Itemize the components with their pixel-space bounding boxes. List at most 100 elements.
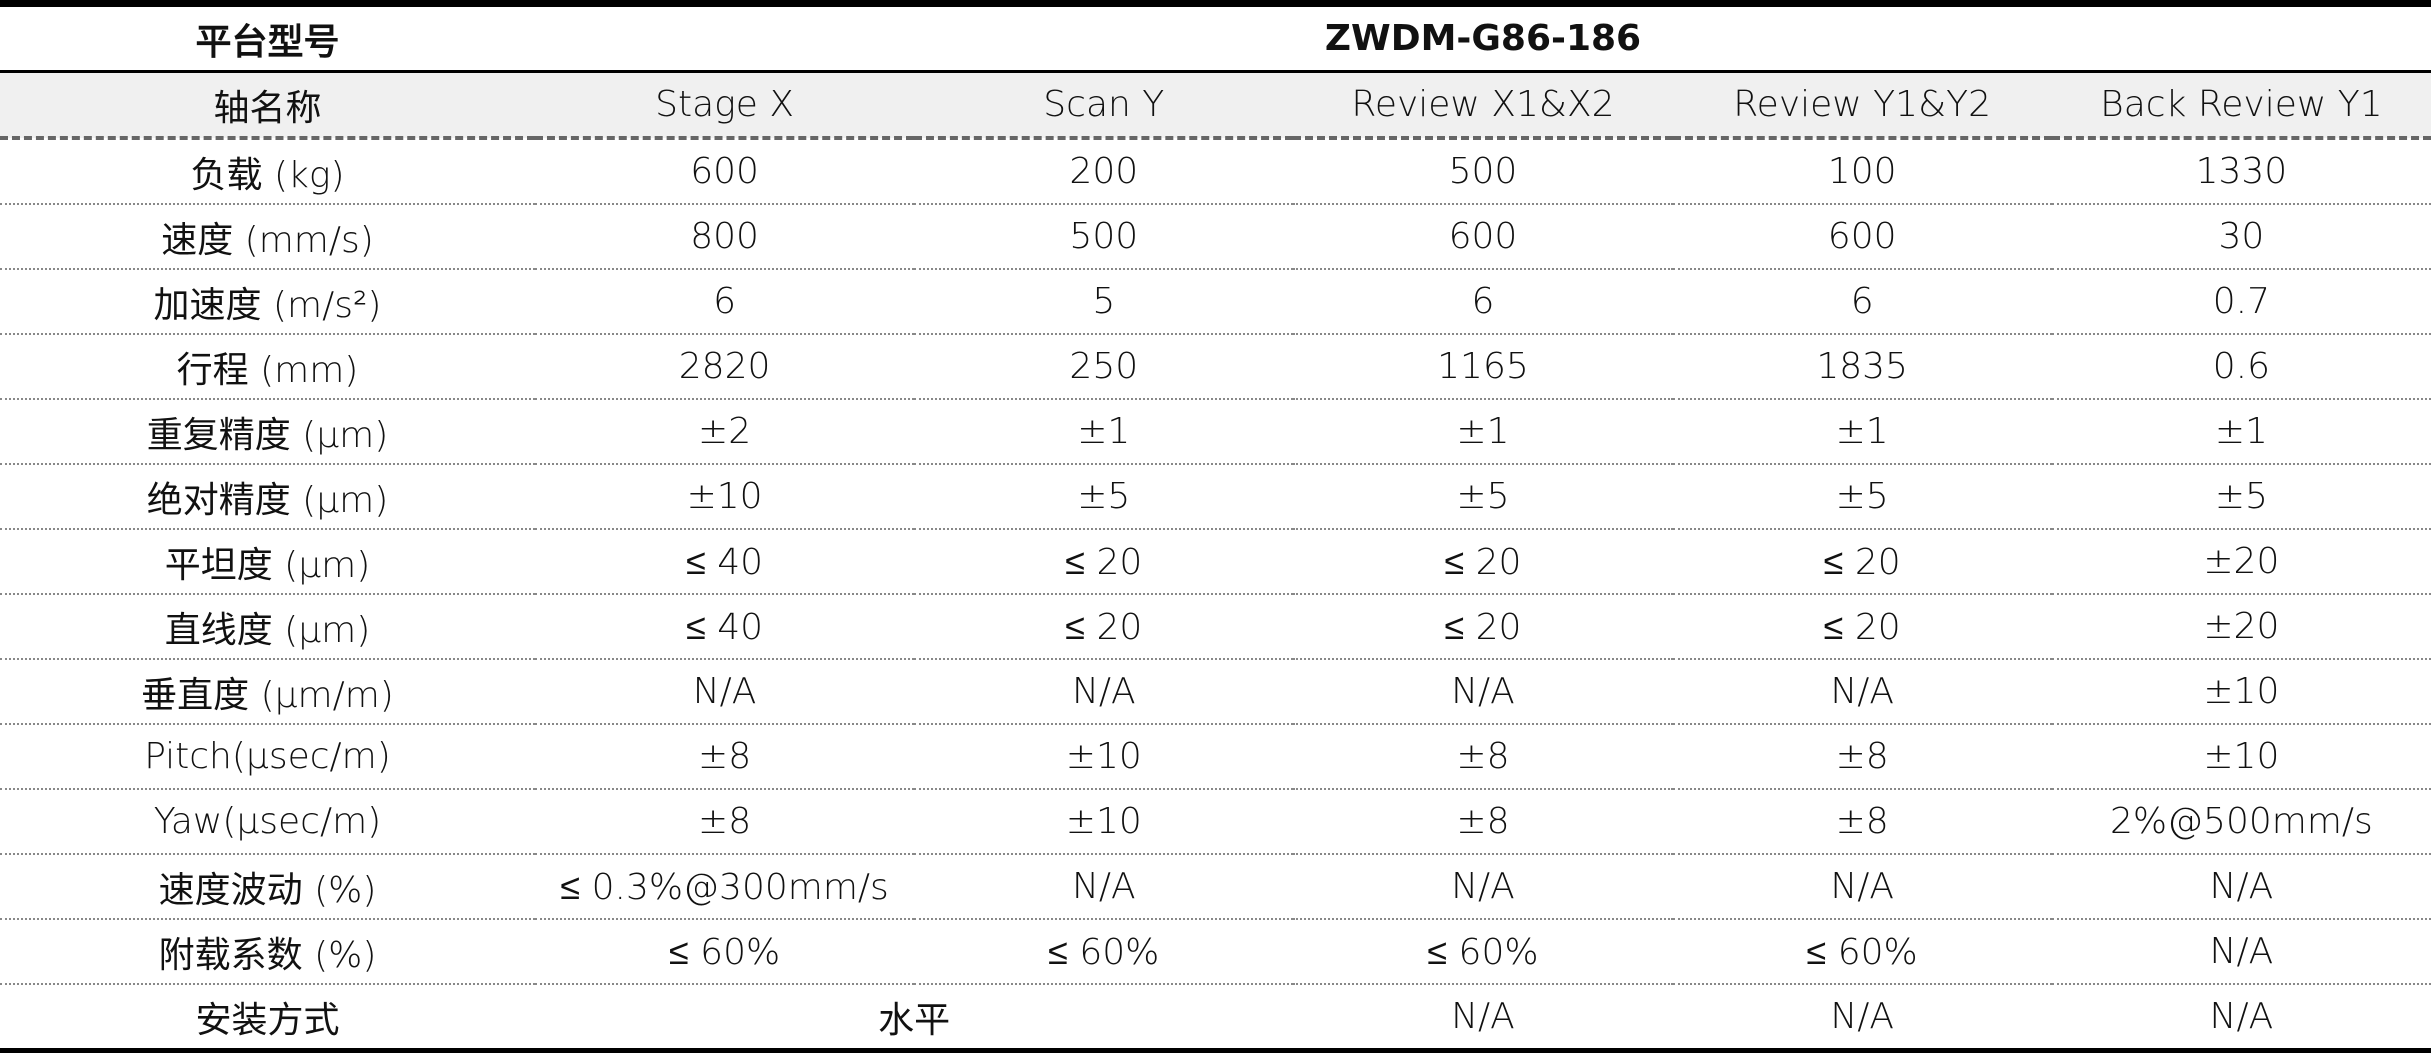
- data-row: 绝对精度 (μm) ±10 ±5 ±5 ±5 ±5: [0, 464, 2431, 530]
- cell: N/A: [1830, 996, 1894, 1037]
- cell: ±8: [535, 789, 915, 855]
- data-row: 重复精度 (μm) ±2 ±1 ±1 ±1 ±1: [0, 399, 2431, 465]
- cell: ±1: [2051, 399, 2431, 465]
- cell: ≤ 20: [914, 529, 1294, 595]
- row-label: 重复精度 (μm): [0, 399, 535, 465]
- cell: ≤ 20: [914, 594, 1294, 660]
- cell: N/A: [2051, 919, 2431, 985]
- row-label: 绝对精度 (μm): [0, 464, 535, 530]
- data-row: Pitch(μsec/m) ±8 ±10 ±8 ±8 ±10: [0, 724, 2431, 790]
- data-row: 行程 (mm) 2820 250 1165 1835 0.6: [0, 334, 2431, 400]
- data-row: 安装方式 水平 N/A N/A N/A: [0, 984, 2431, 1051]
- cell: 0.7: [2051, 269, 2431, 335]
- cell: ≤ 60%: [1293, 919, 1673, 985]
- cell: N/A: [2051, 854, 2431, 920]
- row-label: 平坦度 (μm): [0, 529, 535, 595]
- cell: ±8: [1293, 724, 1673, 790]
- cell: ≤ 20: [1293, 594, 1673, 660]
- cell: N/A: [2209, 996, 2274, 1037]
- cell: 1165: [1293, 334, 1673, 400]
- cell: ≤ 0.3%@300mm/s: [535, 854, 915, 920]
- row-label: 附载系数 (%): [0, 919, 535, 985]
- cell: 500: [1293, 138, 1673, 205]
- cell: 250: [914, 334, 1294, 400]
- cell: ±10: [2051, 724, 2431, 790]
- cell: N/A: [1293, 659, 1673, 725]
- cell: ≤ 60%: [1672, 919, 2052, 985]
- cell: ±5: [2051, 464, 2431, 530]
- row-label: 速度波动 (%): [0, 854, 535, 920]
- row-label: Yaw(μsec/m): [0, 789, 535, 855]
- cell: N/A: [1672, 659, 2052, 725]
- cell: 600: [1293, 204, 1673, 270]
- cell: 6: [535, 269, 915, 335]
- cell: 600: [1672, 204, 2052, 270]
- cell: 6: [1293, 269, 1673, 335]
- cell: 5: [914, 269, 1294, 335]
- cell: ±10: [535, 464, 915, 530]
- cell: N/A: [914, 659, 1294, 725]
- column-header: Review Y1&Y2: [1672, 71, 2052, 140]
- cell: 200: [914, 138, 1294, 205]
- row-label: 行程 (mm): [0, 334, 535, 400]
- row-label: 加速度 (m/s²): [0, 269, 535, 335]
- cell: 2%@500mm/s: [2051, 789, 2431, 855]
- header-model: ZWDM-G86-186: [535, 3, 2431, 73]
- data-row: 平坦度 (μm) ≤ 40 ≤ 20 ≤ 20 ≤ 20 ±20: [0, 529, 2431, 595]
- data-row: 加速度 (m/s²) 6 5 6 6 0.7: [0, 269, 2431, 335]
- cell: ±8: [1293, 789, 1673, 855]
- cell: ±10: [914, 789, 1294, 855]
- cell: 100: [1672, 138, 2052, 205]
- cell: 1835: [1672, 334, 2052, 400]
- cell: ±1: [914, 399, 1294, 465]
- header-label: 平台型号: [0, 3, 535, 73]
- column-header: 轴名称: [0, 71, 535, 140]
- row-label: 负载 (kg): [0, 138, 535, 205]
- cell: ±8: [1672, 724, 2052, 790]
- cell: ±5: [914, 464, 1294, 530]
- cell: ±10: [2051, 659, 2431, 725]
- data-row: 直线度 (μm) ≤ 40 ≤ 20 ≤ 20 ≤ 20 ±20: [0, 594, 2431, 660]
- cell: ≤ 20: [1672, 594, 2052, 660]
- cell: ≤ 40: [535, 529, 915, 595]
- cell: 水平: [878, 999, 951, 1041]
- cell: 800: [535, 204, 915, 270]
- cell: 30: [2051, 204, 2431, 270]
- cell: ±5: [1293, 464, 1673, 530]
- cell: ≤ 60%: [914, 919, 1294, 985]
- cell: 2820: [535, 334, 915, 400]
- cell: ±5: [1672, 464, 2052, 530]
- row-label: 直线度 (μm): [0, 594, 535, 660]
- data-row: 速度 (mm/s) 800 500 600 600 30: [0, 204, 2431, 270]
- data-row: Yaw(μsec/m) ±8 ±10 ±8 ±8 2%@500mm/s: [0, 789, 2431, 855]
- cell: N/A: [1293, 854, 1673, 920]
- cell: 500: [914, 204, 1294, 270]
- column-header: Review X1&X2: [1293, 71, 1673, 140]
- cell: ±8: [1672, 789, 2052, 855]
- cell: ≤ 40: [535, 594, 915, 660]
- cell: ±1: [1672, 399, 2052, 465]
- cell: 600: [535, 138, 915, 205]
- cell: 0.6: [2051, 334, 2431, 400]
- cell: ±1: [1293, 399, 1673, 465]
- cell: ≤ 20: [1672, 529, 2052, 595]
- cell: ≤ 60%: [535, 919, 915, 985]
- cell: ±2: [535, 399, 915, 465]
- cell: N/A: [1672, 854, 2052, 920]
- cell: 1330: [2051, 138, 2431, 205]
- cell: ±10: [914, 724, 1294, 790]
- cell: N/A: [1451, 996, 1515, 1037]
- data-row: 垂直度 (μm/m) N/A N/A N/A N/A ±10: [0, 659, 2431, 725]
- column-header: Stage X: [535, 71, 915, 140]
- row-label: 速度 (mm/s): [0, 204, 535, 270]
- cell: 6: [1672, 269, 2052, 335]
- cell: ≤ 20: [1293, 529, 1673, 595]
- row-label: Pitch(μsec/m): [0, 724, 535, 790]
- cell: ±8: [535, 724, 915, 790]
- column-header: Back Review Y1: [2051, 71, 2431, 140]
- cell: ±20: [2051, 594, 2431, 660]
- data-row: 附载系数 (%) ≤ 60% ≤ 60% ≤ 60% ≤ 60% N/A: [0, 919, 2431, 985]
- cell: ±20: [2051, 529, 2431, 595]
